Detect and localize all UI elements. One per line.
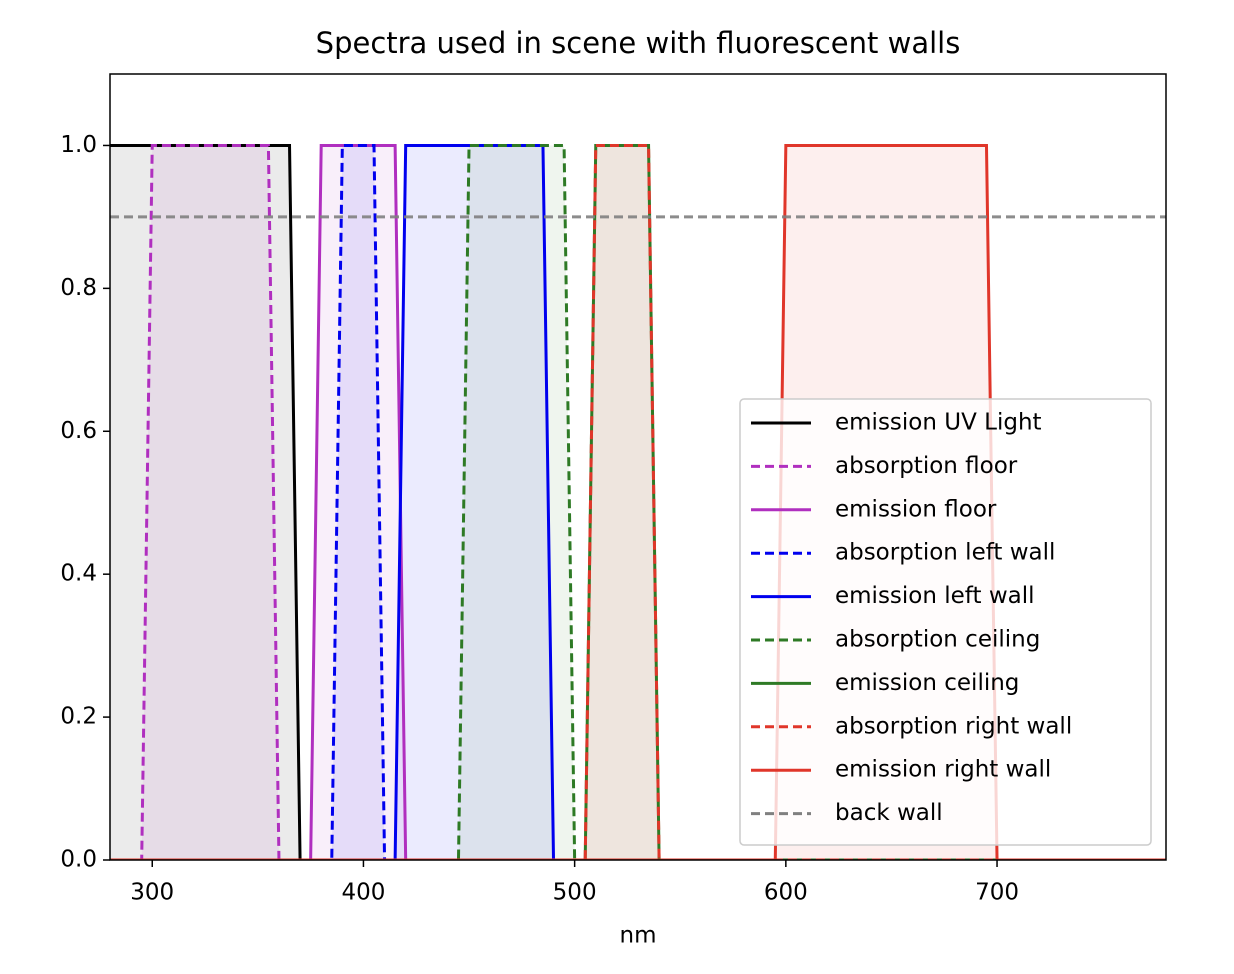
x-tick-label: 700 xyxy=(975,880,1019,906)
series-line xyxy=(110,143,1166,860)
area-fill xyxy=(110,145,1166,860)
area-fill xyxy=(110,145,1166,860)
y-tick-label: 0.4 xyxy=(60,561,97,587)
area-fill xyxy=(110,145,1166,860)
series-line xyxy=(110,143,1166,860)
x-tick-label: 400 xyxy=(341,880,385,906)
y-tick-label: 0.8 xyxy=(60,275,97,301)
series-line xyxy=(110,143,1166,860)
legend-label: absorption right wall xyxy=(835,713,1072,739)
legend-label: back wall xyxy=(835,800,943,826)
axes: 300 400 500 600 700 0.0 0.2 0.4 0.6 0.8 1.0 xyxy=(60,73,1167,906)
x-tick-label: 600 xyxy=(764,880,808,906)
y-tick-label: 1.0 xyxy=(60,132,97,158)
legend-label: emission UV Light xyxy=(835,410,1042,436)
y-tick-label: 0.2 xyxy=(60,704,97,730)
x-tick-label: 500 xyxy=(553,880,597,906)
series-line xyxy=(110,143,1166,860)
legend-label: emission floor xyxy=(835,496,997,522)
legend-label: emission right wall xyxy=(835,757,1051,783)
area-fill xyxy=(110,145,1166,860)
legend-label: absorption floor xyxy=(835,453,1018,479)
legend-label: absorption left wall xyxy=(835,540,1055,566)
legend-label: emission ceiling xyxy=(835,670,1019,696)
x-axis-label: nm xyxy=(620,923,657,949)
legend-label: absorption ceiling xyxy=(835,627,1040,653)
legend-box xyxy=(739,398,1152,846)
plot-frame xyxy=(109,73,1167,861)
legend-label: emission left wall xyxy=(835,583,1035,609)
y-tick-label: 0.6 xyxy=(60,418,97,444)
legend: emission UV Light absorption floor emissio… xyxy=(739,398,1152,846)
x-tick-label: 300 xyxy=(130,880,174,906)
chart-title: Spectra used in scene with fluorescent w… xyxy=(316,26,961,60)
series-line xyxy=(110,143,1166,860)
series-line xyxy=(110,143,1166,860)
y-tick-label: 0.0 xyxy=(60,847,97,873)
